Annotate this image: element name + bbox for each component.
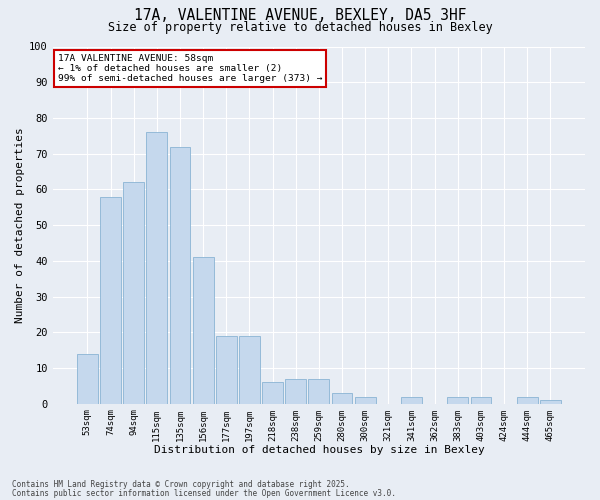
Bar	[448, 396, 468, 404]
Text: Contains HM Land Registry data © Crown copyright and database right 2025.: Contains HM Land Registry data © Crown c…	[12, 480, 350, 489]
Text: Contains public sector information licensed under the Open Government Licence v3: Contains public sector information licen…	[12, 488, 396, 498]
X-axis label: Distribution of detached houses by size in Bexley: Distribution of detached houses by size …	[154, 445, 484, 455]
Bar	[77, 354, 98, 404]
Bar	[332, 393, 352, 404]
Bar	[308, 378, 329, 404]
Bar	[216, 336, 237, 404]
Bar	[470, 396, 491, 404]
Bar	[193, 258, 214, 404]
Text: 17A VALENTINE AVENUE: 58sqm
← 1% of detached houses are smaller (2)
99% of semi-: 17A VALENTINE AVENUE: 58sqm ← 1% of deta…	[58, 54, 323, 84]
Bar	[355, 396, 376, 404]
Text: 17A, VALENTINE AVENUE, BEXLEY, DA5 3HF: 17A, VALENTINE AVENUE, BEXLEY, DA5 3HF	[134, 8, 466, 22]
Bar	[286, 378, 306, 404]
Bar	[517, 396, 538, 404]
Y-axis label: Number of detached properties: Number of detached properties	[15, 127, 25, 323]
Bar	[100, 196, 121, 404]
Bar	[540, 400, 561, 404]
Text: Size of property relative to detached houses in Bexley: Size of property relative to detached ho…	[107, 21, 493, 34]
Bar	[146, 132, 167, 404]
Bar	[170, 146, 190, 404]
Bar	[239, 336, 260, 404]
Bar	[123, 182, 144, 404]
Bar	[262, 382, 283, 404]
Bar	[401, 396, 422, 404]
